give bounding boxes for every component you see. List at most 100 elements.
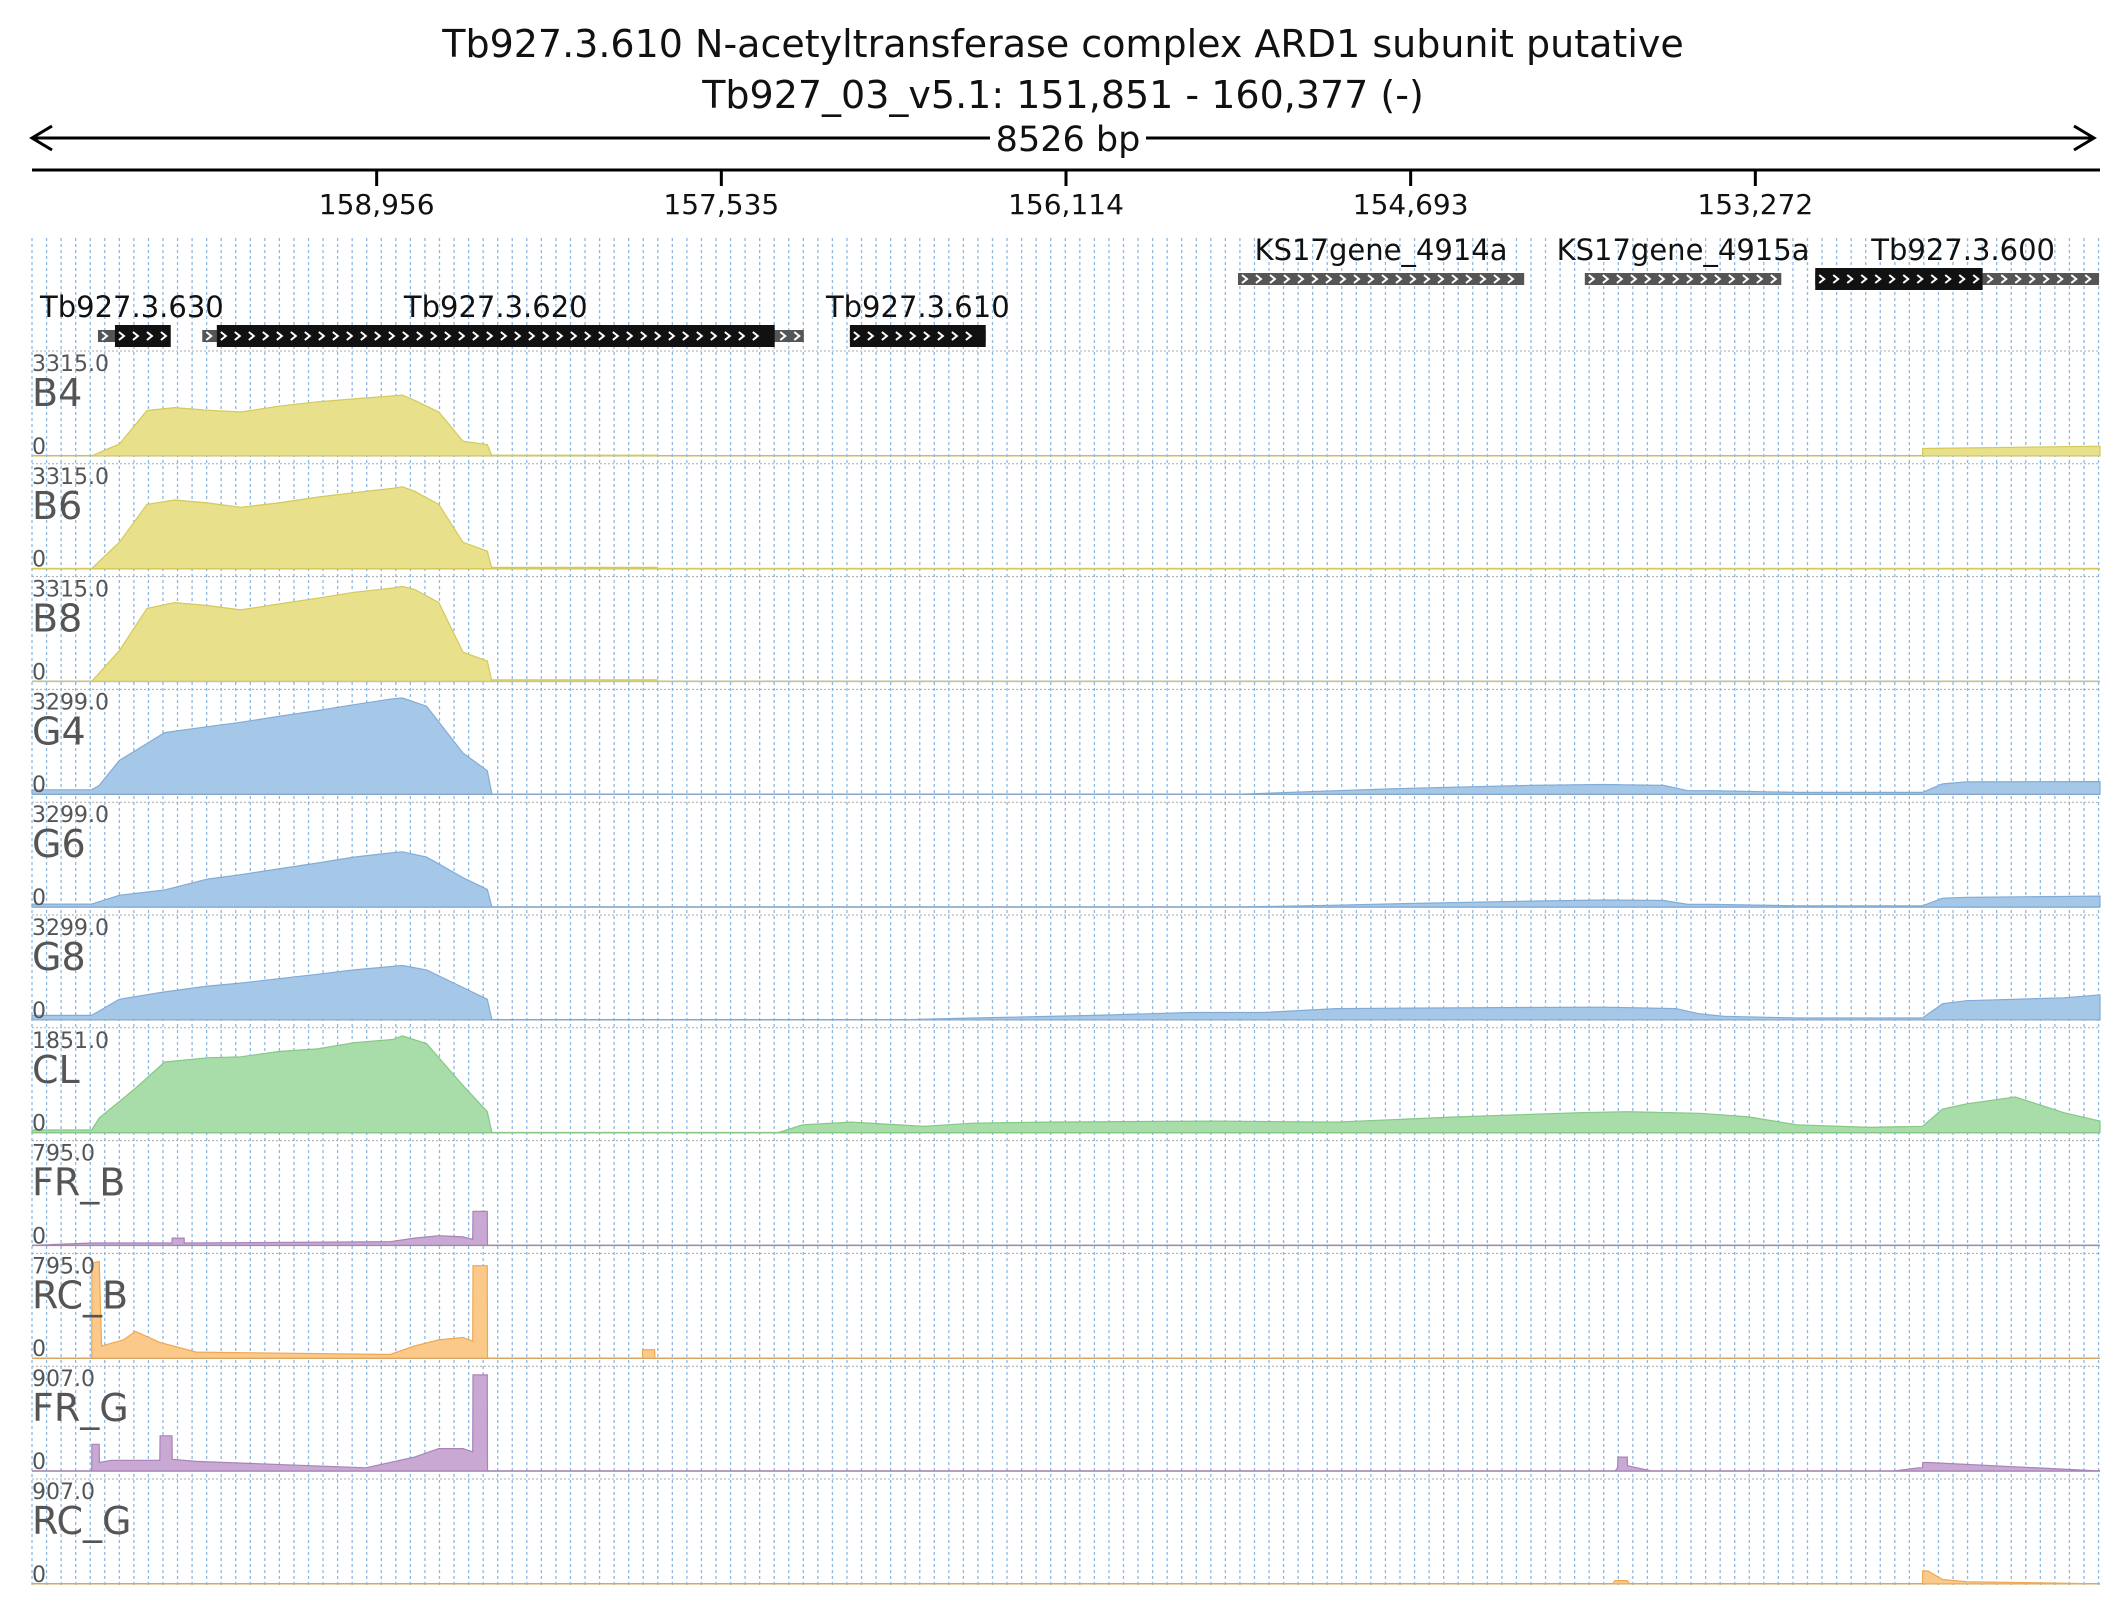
track-name: RC_G: [32, 1499, 132, 1543]
strand-arrow-icon: [1700, 274, 1708, 284]
strand-arrow-icon: [101, 331, 109, 341]
strand-arrow-icon: [388, 331, 396, 341]
track-name: B8: [32, 597, 82, 641]
strand-arrow-icon: [584, 331, 592, 341]
strand-arrow-icon: [1902, 274, 1910, 284]
strand-arrow-icon: [205, 331, 213, 341]
track-max-label: 1851.0: [32, 1029, 109, 1054]
gene-label: KS17gene_4915a: [1557, 233, 1810, 267]
strand-arrow-icon: [696, 331, 704, 341]
axis-tick-label: 157,535: [663, 188, 779, 221]
coverage-area: [32, 1260, 2100, 1359]
coverage-area: [32, 1570, 2101, 1585]
vertical-gridlines: [31, 238, 2100, 1588]
strand-arrow-icon: [752, 331, 760, 341]
strand-arrow-icon: [1930, 274, 1938, 284]
strand-arrow-icon: [724, 331, 732, 341]
strand-arrow-icon: [1714, 274, 1722, 284]
gene-cds-bar: [849, 325, 986, 347]
gene-cds-bar: [216, 325, 775, 347]
axis-tick-label: 156,114: [1008, 188, 1124, 221]
gene-label: Tb927.3.620: [403, 290, 588, 324]
gene-feature: Tb927.3.610: [825, 290, 1010, 347]
coverage-area: [31, 851, 2101, 908]
track-max-label: 907.0: [32, 1480, 95, 1505]
strand-arrow-icon: [923, 331, 931, 341]
strand-arrow-icon: [1728, 274, 1736, 284]
strand-arrow-icon: [1958, 274, 1966, 284]
track-max-label: 3315.0: [32, 465, 109, 490]
track-name: G4: [32, 709, 86, 753]
strand-arrow-icon: [528, 331, 536, 341]
strand-arrow-icon: [1874, 274, 1882, 284]
strand-arrow-icon: [1630, 274, 1638, 284]
strand-arrow-icon: [346, 331, 354, 341]
strand-arrow-icon: [248, 331, 256, 341]
strand-arrow-icon: [1423, 274, 1431, 284]
gene-label: Tb927.3.630: [39, 290, 224, 324]
strand-arrow-icon: [2056, 274, 2064, 284]
gene-feature: Tb927.3.600: [1815, 233, 2100, 290]
strand-arrow-icon: [1451, 274, 1459, 284]
strand-arrow-icon: [1756, 274, 1764, 284]
strand-arrow-icon: [1241, 274, 1249, 284]
strand-arrow-icon: [1493, 274, 1501, 284]
strand-arrow-icon: [1409, 274, 1417, 284]
strand-arrow-icon: [1297, 274, 1305, 284]
strand-arrow-icon: [374, 331, 382, 341]
strand-arrow-icon: [779, 331, 787, 341]
span-arrow-right-icon: [2073, 124, 2097, 152]
gene-label: Tb927.3.600: [1870, 233, 2055, 267]
strand-arrow-icon: [2014, 274, 2022, 284]
strand-arrow-icon: [1972, 274, 1980, 284]
gene-cds-bar: [114, 325, 171, 347]
gene-label: KS17gene_4914a: [1255, 233, 1508, 267]
track-min-label: 0: [32, 773, 46, 798]
track-min-label: 0: [32, 886, 46, 911]
strand-arrow-icon: [1367, 274, 1375, 284]
strand-arrow-icon: [1770, 274, 1778, 284]
strand-arrow-icon: [710, 331, 718, 341]
strand-arrow-icon: [909, 331, 917, 341]
strand-arrow-icon: [2042, 274, 2050, 284]
strand-arrow-icon: [1818, 274, 1826, 284]
coverage-area: [31, 964, 2101, 1021]
track-min-label: 0: [32, 1224, 46, 1249]
strand-arrow-icon: [626, 331, 634, 341]
strand-arrow-icon: [853, 331, 861, 341]
page-title: Tb927.3.610 N-acetyltransferase complex …: [441, 22, 1684, 66]
strand-arrow-icon: [1602, 274, 1610, 284]
gene-annotation-track: Tb927.3.630 Tb927.3.620 Tb927.3.610 KS17gen…: [39, 233, 2100, 347]
strand-arrow-icon: [318, 331, 326, 341]
strand-arrow-icon: [1672, 274, 1680, 284]
span-label: 8526 bp: [996, 120, 1141, 160]
track-min-label: 0: [32, 1337, 46, 1362]
strand-arrow-icon: [895, 331, 903, 341]
strand-arrow-icon: [234, 331, 242, 341]
track-min-label: 0: [32, 1450, 46, 1475]
gene-feature: KS17gene_4915a: [1557, 233, 1810, 285]
strand-arrow-icon: [1437, 274, 1445, 284]
strand-arrow-icon: [1916, 274, 1924, 284]
coverage-track: 3299.0G4 0: [31, 688, 2101, 798]
strand-arrow-icon: [2028, 274, 2036, 284]
strand-arrow-icon: [276, 331, 284, 341]
strand-arrow-icon: [612, 331, 620, 341]
strand-arrow-icon: [1353, 274, 1361, 284]
strand-arrow-icon: [1588, 274, 1596, 284]
strand-arrow-icon: [570, 331, 578, 341]
strand-arrow-icon: [332, 331, 340, 341]
strand-arrow-icon: [1339, 274, 1347, 284]
strand-arrow-icon: [1846, 274, 1854, 284]
strand-arrow-icon: [2070, 274, 2078, 284]
axis-tick-label: 158,956: [319, 188, 435, 221]
coordinate-axis: 158,956 157,535 156,114 154,693 153,272: [32, 168, 2100, 221]
track-min-label: 0: [32, 435, 46, 460]
track-max-label: 3315.0: [32, 578, 109, 603]
track-max-label: 3315.0: [32, 352, 109, 377]
track-name: CL: [32, 1048, 80, 1092]
strand-arrow-icon: [290, 331, 298, 341]
strand-arrow-icon: [118, 331, 126, 341]
track-min-label: 0: [32, 660, 46, 685]
